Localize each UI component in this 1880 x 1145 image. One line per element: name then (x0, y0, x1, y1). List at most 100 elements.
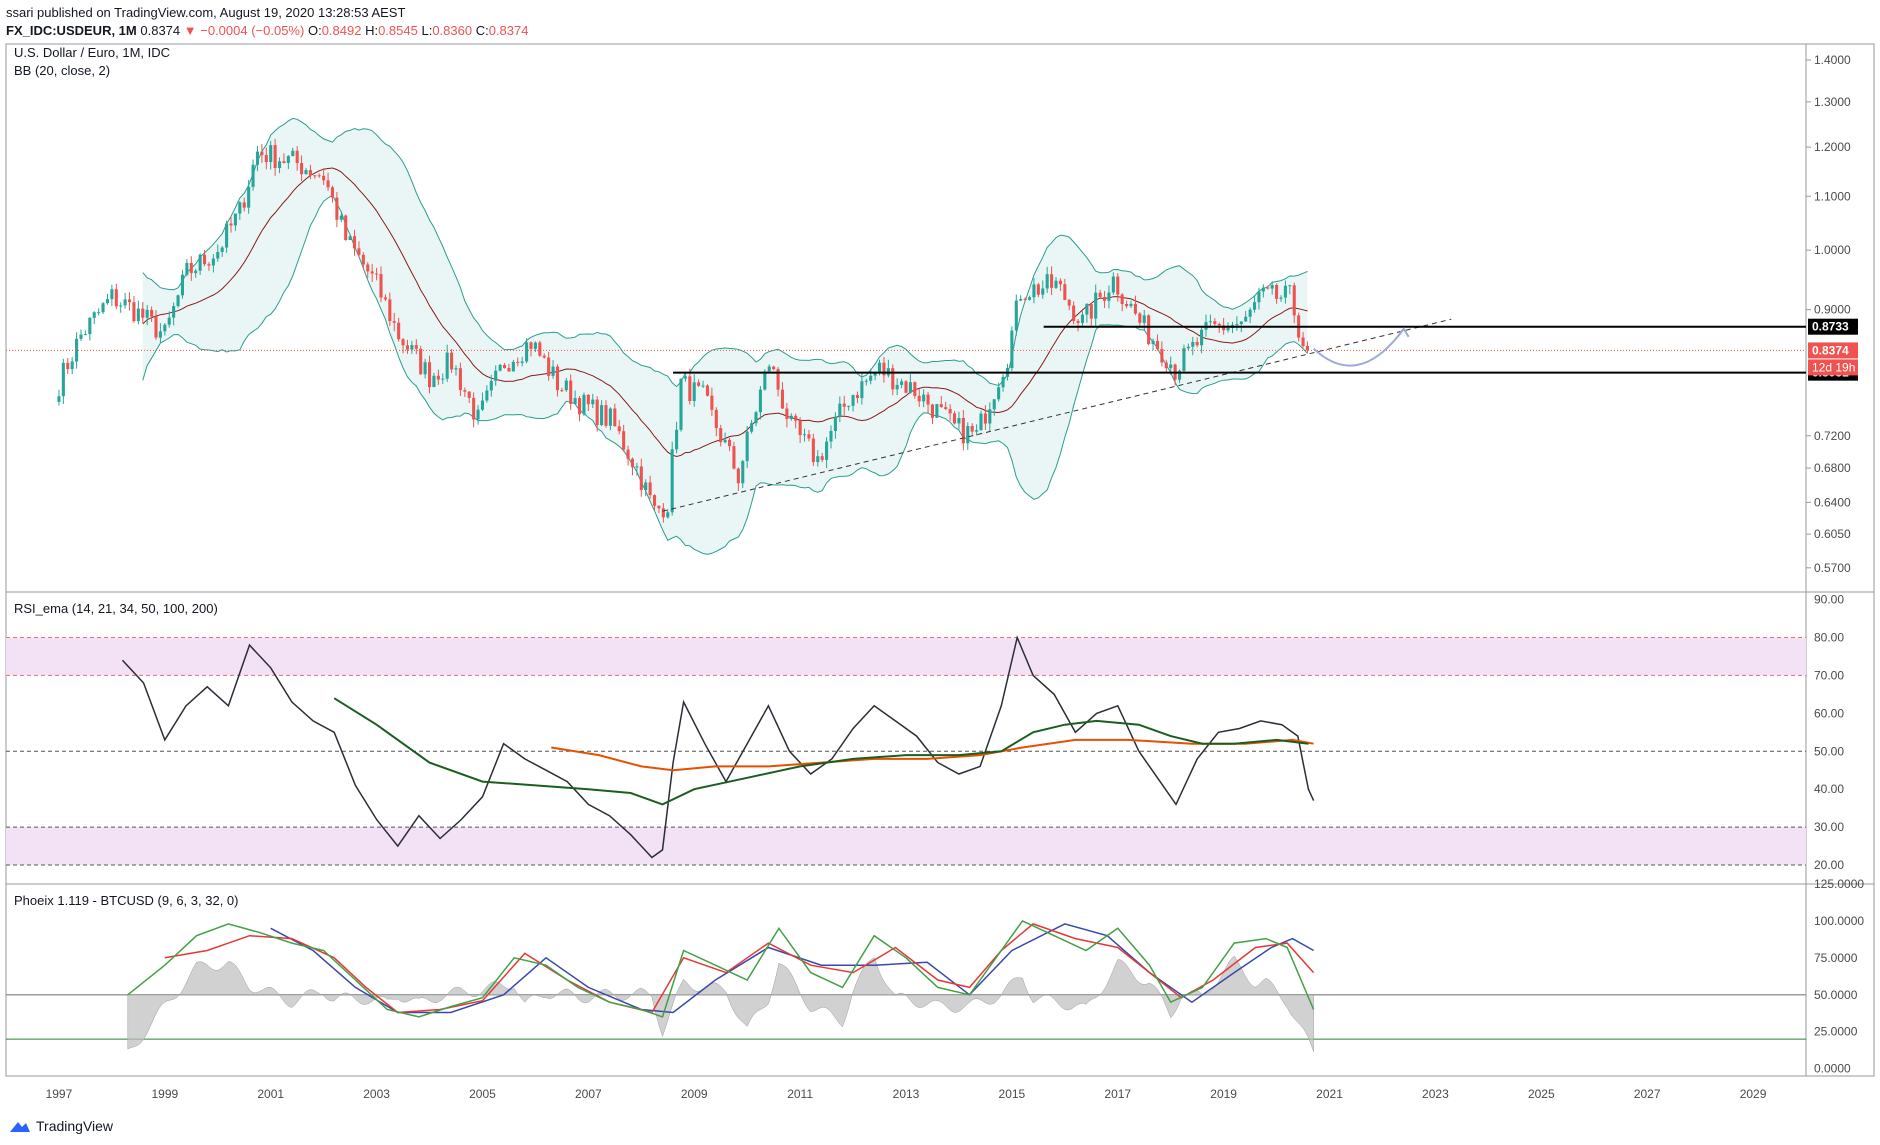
candle-body (952, 413, 957, 424)
candle-body (935, 404, 939, 418)
candle-body (705, 385, 710, 396)
candle-body (83, 334, 87, 336)
candle-body (1120, 294, 1124, 305)
candle-body (494, 370, 498, 381)
candle-body (291, 150, 295, 157)
candle-body (436, 375, 440, 380)
candle-body (1288, 285, 1292, 287)
candle-body (1248, 309, 1252, 317)
rsi-tick-label: 40.00 (1814, 782, 1844, 796)
candle-body (1067, 299, 1071, 306)
candle-body (586, 394, 590, 405)
price-tick-label: 0.7200 (1814, 429, 1851, 443)
candle-body (1305, 345, 1310, 351)
candle-body (405, 345, 410, 350)
candle-body (851, 395, 855, 406)
candle-body (502, 364, 507, 369)
phoenix-pane-title: Phoeix 1.119 - BTCUSD (9, 6, 3, 32, 0) (14, 893, 239, 908)
candle-body (66, 362, 70, 370)
candle-body (458, 368, 462, 391)
candle-body (189, 262, 193, 274)
candle-body (511, 361, 515, 372)
candle-body (622, 431, 626, 450)
candle-body (745, 431, 749, 462)
candle-body (348, 236, 352, 241)
candle-body (1107, 292, 1111, 301)
candle-body (264, 155, 268, 163)
candle-body (313, 175, 317, 177)
price-tick-label: 0.6400 (1814, 495, 1851, 509)
candle-body (269, 145, 273, 163)
time-tick-label: 2013 (893, 1087, 920, 1101)
time-tick-label: 2023 (1422, 1087, 1449, 1101)
candle-body (1001, 376, 1005, 388)
price-tick-label: 1.3000 (1814, 95, 1851, 109)
candle-body (375, 273, 379, 275)
candle-body (1063, 284, 1067, 300)
candle-body (785, 408, 789, 420)
candle-body (1089, 304, 1093, 319)
projection-arrowhead (1396, 327, 1410, 338)
candle-body (61, 362, 65, 397)
candle-body (1177, 370, 1182, 380)
time-tick-label: 2007 (575, 1087, 602, 1101)
candle-body (150, 309, 154, 317)
rsi-ema-green-line (333, 697, 1309, 806)
candle-body (1027, 297, 1032, 300)
candle-body (652, 495, 657, 506)
candle-body (816, 456, 820, 463)
candle-body (366, 264, 370, 272)
candle-body (666, 512, 670, 518)
candle-body (1222, 325, 1226, 331)
candle-body (127, 299, 132, 303)
candle-body (1164, 362, 1168, 369)
candle-body (1094, 292, 1098, 319)
candle-body (132, 302, 136, 322)
candle-body (917, 395, 921, 402)
candle-body (1195, 341, 1199, 346)
price-tick-label: 1.4000 (1814, 53, 1851, 67)
phoenix-histogram-area (127, 955, 1314, 1052)
phoenix-tick-label: 100.0000 (1814, 914, 1864, 928)
candle-body (591, 399, 595, 405)
countdown-label: 12d 19h (1812, 360, 1855, 374)
candle-body (1045, 274, 1049, 289)
candle-body (825, 441, 829, 460)
candle-body (617, 426, 621, 432)
candle-body (789, 415, 793, 420)
candle-body (172, 306, 176, 318)
candle-body (683, 376, 687, 379)
candle-body (1261, 287, 1265, 292)
candle-body (233, 213, 237, 226)
candle-body (308, 170, 312, 176)
candle-body (710, 395, 714, 410)
candle-body (1191, 341, 1195, 347)
candle-body (251, 164, 255, 187)
candle-body (1252, 302, 1257, 310)
candle-body (1169, 364, 1173, 369)
candle-body (520, 361, 524, 363)
candle-body (979, 413, 983, 431)
candle-body (723, 439, 727, 443)
candle-body (379, 274, 383, 298)
candle-body (70, 361, 74, 370)
candle-body (763, 371, 767, 390)
candle-body (908, 382, 912, 393)
symbol-label: FX_IDC:USDEUR, 1M (6, 23, 137, 38)
candle-body (344, 215, 348, 241)
candle-body (450, 352, 454, 370)
last-price-label: 0.8374 (1812, 343, 1849, 357)
candle-body (732, 446, 736, 469)
candle-body (225, 223, 229, 248)
candle-body (891, 368, 895, 390)
brand-name: TradingView (36, 1118, 114, 1134)
rsi-tick-label: 70.00 (1814, 668, 1844, 682)
high-label: H: (365, 23, 379, 38)
candle-body (560, 390, 564, 392)
candle-body (1160, 348, 1164, 363)
tradingview-footer[interactable]: TradingView (8, 1118, 113, 1134)
support-trendline (662, 318, 1452, 512)
candle-body (1054, 280, 1058, 288)
candle-body (97, 312, 101, 314)
